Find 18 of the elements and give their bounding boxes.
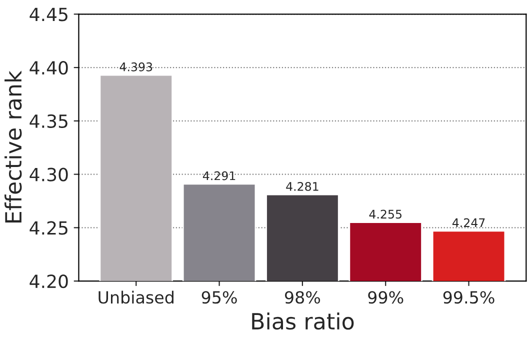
- y-tick-label: 4.45: [30, 8, 68, 22]
- data-label: 4.393: [120, 62, 152, 72]
- x-tick-label: 95%: [202, 291, 237, 304]
- data-label: 4.291: [202, 171, 236, 180]
- data-label: 4.281: [286, 182, 318, 191]
- y-tick-label: 4.40: [30, 60, 68, 75]
- x-axis-title: Bias ratio: [252, 312, 354, 330]
- x-tick-label: 99%: [368, 291, 404, 304]
- data-label: 4.247: [452, 218, 485, 228]
- x-tick-label: 98%: [284, 291, 320, 304]
- y-tick-label: 4.35: [30, 114, 68, 128]
- y-tick-label: 4.30: [30, 168, 68, 182]
- data-label: 4.255: [369, 210, 402, 219]
- y-tick-label: 4.25: [30, 221, 68, 235]
- y-tick-label: 4.20: [30, 274, 68, 288]
- x-tick-label: 99.5%: [443, 291, 494, 304]
- y-axis-title: Effective rank: [4, 70, 22, 222]
- x-tick-label: Unbiased: [98, 290, 174, 304]
